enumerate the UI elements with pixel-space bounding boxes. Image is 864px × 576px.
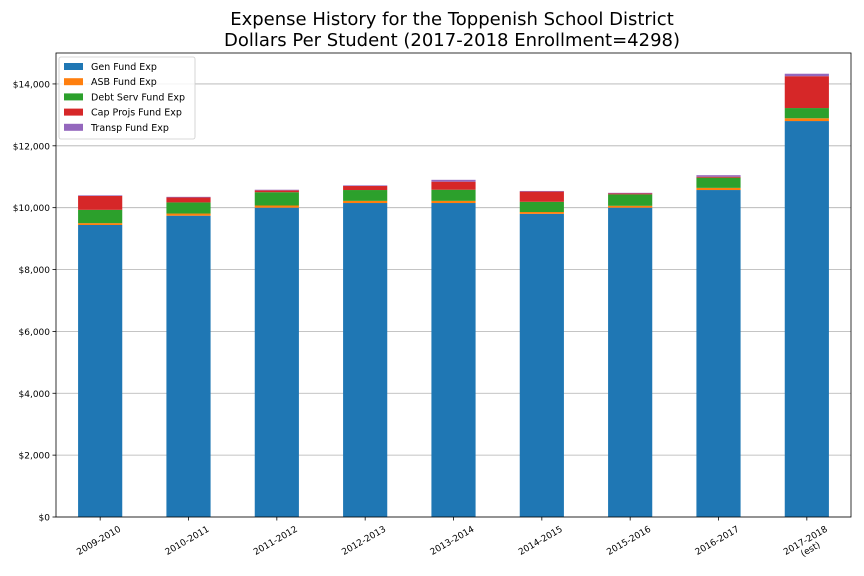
- bar-segment: [608, 192, 653, 194]
- bar-segment: [696, 187, 741, 191]
- x-tick-label: 2011-2012: [252, 525, 299, 558]
- bar-segment: [343, 186, 388, 191]
- bar-segment: [343, 190, 388, 201]
- bar-segment: [254, 192, 299, 206]
- legend-swatch: [64, 63, 83, 70]
- bar-segment: [696, 190, 741, 517]
- x-tick-label: 2013-2014: [429, 525, 477, 558]
- bar-segment: [608, 194, 653, 206]
- bar-segment: [78, 195, 123, 210]
- legend-box: [58, 56, 196, 140]
- bar-segment: [608, 193, 653, 195]
- x-tick-label: 2015-2016: [605, 525, 653, 558]
- legend-swatch: [64, 108, 83, 116]
- bar-segment: [519, 211, 564, 214]
- bar-segment: [519, 191, 564, 202]
- bar-segment: [696, 176, 741, 178]
- legend-swatch: [64, 123, 83, 131]
- legend: Gen Fund Exp ASB Fund Exp Debt Serv Fund E…: [58, 56, 196, 140]
- bar-segment: [696, 177, 741, 188]
- bar-segment: [254, 190, 299, 193]
- bar-segment: [431, 179, 476, 182]
- legend-label: Gen Fund Exp: [91, 62, 157, 73]
- bar-segment: [343, 203, 388, 517]
- bar-segment: [784, 118, 829, 122]
- bar-segment: [784, 121, 829, 517]
- bar-segment: [431, 181, 476, 190]
- y-tick-label: $10,000: [13, 204, 50, 214]
- y-tick-label: $8,000: [19, 266, 51, 276]
- bar-segment: [519, 201, 564, 212]
- bar-segment: [608, 207, 653, 517]
- x-tick-label: 2014-2015: [517, 525, 564, 558]
- x-tick-label: 2017-2018(est): [782, 525, 835, 567]
- bar-segment: [784, 76, 829, 109]
- x-tick-label: 2009-2010: [75, 525, 123, 558]
- bar-segment: [166, 202, 211, 214]
- bar-segment: [166, 197, 211, 203]
- legend-swatch: [64, 93, 83, 101]
- y-tick-label: $14,000: [13, 80, 50, 90]
- y-tick-label: $4,000: [19, 390, 51, 400]
- bar-segment: [431, 203, 476, 517]
- bar-segment: [431, 189, 476, 201]
- y-tick-label: $12,000: [13, 142, 50, 152]
- bar-segment: [519, 213, 564, 517]
- bar-segment: [254, 207, 299, 517]
- bar-segment: [343, 200, 388, 204]
- legend-label: ASB Fund Exp: [91, 77, 157, 88]
- plot-frame: [55, 52, 852, 518]
- bar-segment: [608, 205, 653, 208]
- y-tick-label: $6,000: [19, 328, 51, 338]
- bar-segment: [784, 73, 829, 77]
- bar-segment: [343, 185, 388, 187]
- bar-segment: [254, 189, 299, 191]
- y-tick-label: $0: [39, 514, 51, 524]
- legend-label: Transp Fund Exp: [90, 123, 169, 134]
- bar-segment: [78, 224, 123, 518]
- bar-segment: [78, 223, 123, 225]
- bar-segment: [78, 209, 123, 224]
- chart-title: Expense History for the Toppenish School…: [230, 9, 674, 30]
- bar-segment: [519, 190, 564, 192]
- bar-segment: [254, 205, 299, 208]
- bar-segment: [166, 196, 211, 198]
- bar-segment: [431, 200, 476, 204]
- bar-segment: [784, 108, 829, 119]
- legend-label: Debt Serv Fund Exp: [91, 92, 185, 103]
- legend-label: Cap Projs Fund Exp: [91, 108, 182, 119]
- x-tick-label: 2016-2017: [694, 525, 741, 558]
- x-tick-label: 2012-2013: [340, 525, 387, 558]
- y-tick-label: $2,000: [19, 452, 51, 462]
- bar-segment: [78, 195, 123, 196]
- bar-segment: [696, 175, 741, 177]
- legend-swatch: [64, 78, 83, 86]
- x-tick-label: 2010-2011: [164, 525, 211, 558]
- bar-segment: [166, 213, 211, 216]
- bars: [78, 73, 829, 518]
- bar-segment: [166, 215, 211, 517]
- chart-subtitle: Dollars Per Student (2017-2018 Enrollmen…: [224, 30, 680, 51]
